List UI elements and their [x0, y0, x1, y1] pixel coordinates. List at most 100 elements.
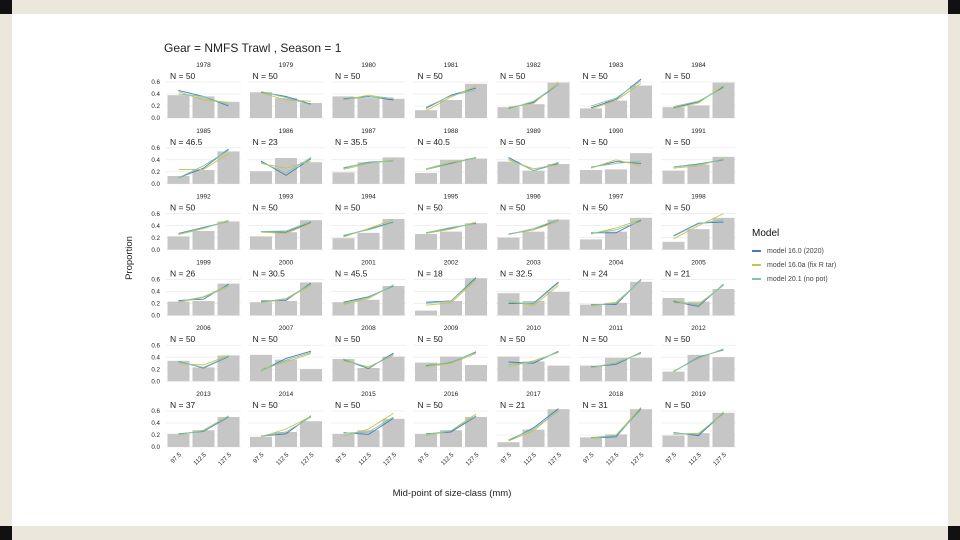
panel-year-label: 1983: [609, 62, 624, 69]
series-line-1: [673, 85, 724, 109]
panel-year-label: 1979: [279, 62, 294, 69]
panel-year-label: 2000: [279, 259, 294, 266]
bar: [522, 231, 545, 250]
series-line-2: [590, 352, 642, 368]
bar: [275, 232, 297, 250]
bar: [300, 103, 322, 118]
bar: [687, 229, 710, 250]
series-line-1: [178, 219, 229, 236]
x-tick-label: 97.5: [334, 451, 348, 465]
x-tick-label: 127.5: [300, 451, 316, 467]
y-tick-label: 0.0: [151, 115, 160, 122]
bar: [275, 432, 297, 447]
x-tick-label: 112.5: [192, 451, 208, 467]
x-tick-label: 112.5: [357, 451, 373, 467]
corner-mark: [948, 526, 960, 540]
series-line-1: [260, 415, 312, 438]
bar: [192, 430, 215, 447]
bar: [662, 107, 685, 118]
sample-size-label: N = 50: [583, 71, 609, 81]
y-tick-label: 0.6: [151, 211, 160, 218]
bar: [275, 301, 297, 316]
series-line-1: [508, 285, 559, 307]
bar: [630, 281, 652, 316]
bar: [250, 436, 272, 447]
panel-year-label: 1986: [279, 128, 294, 135]
y-tick-label: 0.2: [151, 169, 160, 176]
bar: [662, 435, 685, 447]
x-axis-label: Mid-point of size-class (mm): [393, 488, 512, 499]
bar: [382, 157, 405, 184]
bar: [440, 430, 462, 447]
bar: [712, 357, 735, 382]
series-line-1: [425, 279, 477, 306]
x-tick-label: 112.5: [522, 451, 538, 467]
bar: [605, 100, 627, 118]
bar: [547, 219, 570, 250]
bar: [547, 292, 570, 316]
bar: [357, 98, 380, 118]
y-tick-label: 0.4: [151, 354, 160, 361]
bar: [167, 176, 190, 184]
bar: [580, 365, 602, 382]
bar: [332, 172, 355, 184]
bar: [250, 302, 272, 316]
series-line-2: [673, 411, 724, 435]
series-line-2: [260, 220, 312, 233]
bar: [662, 241, 685, 250]
bar: [332, 96, 355, 118]
panel-year-label: 2006: [196, 325, 211, 332]
bar: [250, 236, 272, 250]
panel-year-label: 1987: [361, 128, 376, 135]
series-line-2: [343, 416, 394, 434]
corner-mark: [948, 0, 960, 14]
bar: [167, 95, 190, 118]
bar: [712, 82, 735, 118]
series-line-1: [260, 285, 312, 304]
panel-year-label: 1981: [444, 62, 459, 69]
series-line-2: [425, 156, 477, 170]
series-line-2: [343, 222, 394, 236]
bar: [497, 293, 520, 316]
sample-size-label: N = 45.5: [335, 268, 368, 278]
sample-size-label: N = 50: [253, 334, 279, 344]
facet-panel: 2003 N = 32.5: [496, 259, 571, 316]
panel-year-label: 1992: [196, 194, 211, 201]
bar: [382, 418, 405, 447]
bar: [580, 170, 602, 184]
sample-size-label: N = 31: [583, 400, 609, 410]
bar: [522, 361, 545, 382]
series-line-2: [508, 219, 559, 236]
panel-year-label: 2010: [526, 325, 541, 332]
bar: [712, 289, 735, 316]
bar: [415, 310, 437, 316]
series-line-2: [590, 220, 642, 234]
legend-swatch: [752, 250, 761, 252]
x-tick-label: 97.5: [417, 451, 431, 465]
bar: [522, 429, 545, 447]
bar: [547, 365, 570, 382]
bar: [192, 301, 215, 316]
bar: [580, 239, 602, 250]
sample-size-label: N = 18: [418, 268, 444, 278]
panel-year-label: 1996: [526, 194, 541, 201]
series-line-2: [178, 93, 229, 106]
legend-item: model 20.1 (no pot): [752, 273, 828, 285]
panel-year-label: 1978: [196, 62, 211, 69]
series-line-1: [178, 286, 229, 303]
series-line-2: [508, 351, 559, 365]
